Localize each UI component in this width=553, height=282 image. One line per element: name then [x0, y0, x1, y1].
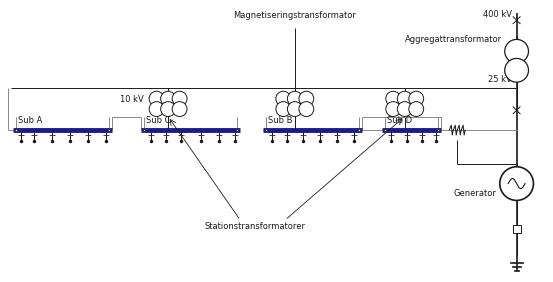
Text: 10 kV: 10 kV [119, 95, 143, 104]
Circle shape [161, 102, 175, 116]
Text: Sub A: Sub A [18, 116, 42, 125]
Circle shape [500, 167, 534, 201]
Text: 25 kV: 25 kV [488, 74, 512, 83]
Circle shape [149, 102, 164, 116]
Circle shape [397, 91, 412, 106]
Text: Sub C: Sub C [147, 116, 171, 125]
Circle shape [409, 102, 424, 116]
Circle shape [172, 102, 187, 116]
Circle shape [276, 91, 291, 106]
Bar [513, 225, 520, 233]
Circle shape [397, 102, 412, 116]
Circle shape [505, 58, 529, 82]
Circle shape [149, 91, 164, 106]
Text: Aggregattransformator: Aggregattransformator [405, 35, 502, 44]
Circle shape [299, 102, 314, 116]
Circle shape [299, 91, 314, 106]
Circle shape [276, 102, 291, 116]
Text: Sub B: Sub B [268, 116, 293, 125]
Text: 400 kV: 400 kV [483, 10, 512, 19]
Circle shape [409, 91, 424, 106]
Circle shape [288, 91, 302, 106]
Circle shape [161, 91, 175, 106]
Circle shape [288, 102, 302, 116]
Circle shape [386, 102, 400, 116]
Text: Sub D: Sub D [387, 116, 412, 125]
Circle shape [172, 91, 187, 106]
Circle shape [386, 91, 400, 106]
Circle shape [505, 39, 529, 63]
Text: Stationstransformatorer: Stationstransformatorer [205, 222, 306, 231]
Text: Magnetiseringstransformator: Magnetiseringstransformator [233, 11, 356, 20]
Text: Generator: Generator [454, 189, 497, 198]
